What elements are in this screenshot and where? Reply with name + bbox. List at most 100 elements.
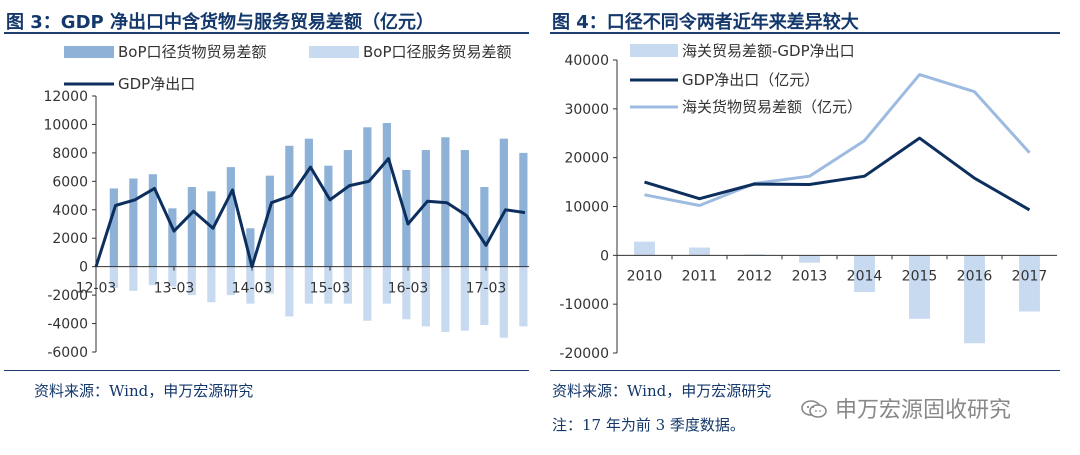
left-goods-bar — [460, 150, 469, 267]
left-legend-service-swatch — [309, 46, 359, 58]
left-legend-goods-swatch — [64, 46, 114, 58]
left-legend-gdp-label: GDP净出口 — [118, 75, 195, 93]
right-y-tick-label: 30000 — [564, 102, 609, 118]
left-goods-bar — [421, 150, 430, 267]
right-legend-diff-swatch — [630, 44, 678, 57]
right-chart-title: 图 4：口径不同令两者近年来差异较大 — [552, 12, 859, 33]
left-goods-bar — [304, 138, 313, 267]
left-service-bar — [324, 266, 333, 304]
left-chart: 12000 10000 8000 6000 4000 2000 0 -2000 -4000 -60… — [43, 43, 529, 361]
right-x-tick-label: 2010 — [627, 268, 663, 284]
right-diff-bar — [634, 241, 655, 256]
left-y-tick-label: -2000 — [47, 288, 88, 304]
right-legend-diff-label: 海关贸易差额-GDP净出口 — [682, 42, 855, 60]
right-y-tick-label: 0 — [600, 248, 609, 264]
right-x-tick-label: 2014 — [847, 268, 883, 284]
right-x-tick-label: 2013 — [792, 268, 828, 284]
left-goods-bar — [187, 187, 196, 267]
left-goods-bar — [343, 150, 352, 267]
right-source-text: 资料来源：Wind，申万宏源研究 — [552, 382, 772, 400]
left-service-bar — [168, 266, 177, 287]
left-goods-bar — [519, 152, 528, 267]
right-y-tick-label: 40000 — [564, 53, 609, 69]
left-goods-bar — [324, 165, 333, 267]
left-goods-bar — [168, 208, 177, 267]
right-y-tick-label: 20000 — [564, 151, 609, 167]
right-gdp-net-export-line — [644, 136, 1031, 212]
left-service-bar — [343, 266, 352, 304]
left-service-bar — [499, 266, 508, 338]
left-service-bar — [304, 266, 313, 304]
left-service-bar — [402, 266, 411, 320]
left-service-bar — [207, 266, 216, 303]
left-service-bar — [148, 266, 157, 286]
left-goods-bar — [480, 187, 489, 267]
right-diff-bar — [854, 255, 875, 292]
left-goods-bar — [246, 228, 255, 267]
left-service-bar — [129, 266, 138, 291]
left-service-bar — [226, 266, 235, 296]
right-diff-bar — [1019, 255, 1040, 312]
left-x-tick-label: 14-03 — [232, 281, 273, 297]
left-service-bar — [519, 266, 528, 327]
left-y-tick-label: 2000 — [52, 231, 88, 247]
right-x-tick-label: 2012 — [737, 268, 773, 284]
left-y-tick-label: -6000 — [47, 345, 88, 361]
left-service-bar — [187, 266, 196, 296]
left-goods-bar — [265, 175, 274, 267]
left-x-tick-label: 16-03 — [388, 281, 429, 297]
left-service-bar — [109, 266, 118, 288]
right-x-tick-label: 2015 — [902, 268, 938, 284]
right-x-tick-label: 2011 — [682, 268, 718, 284]
left-bottom-rule — [4, 370, 529, 371]
right-diff-bar — [689, 247, 710, 256]
left-service-bar — [441, 266, 450, 333]
left-y-tick-label: 6000 — [52, 174, 88, 190]
left-service-bar — [382, 266, 391, 304]
left-goods-bar — [148, 174, 157, 267]
left-title-rule — [4, 32, 529, 34]
left-source-text: 资料来源：Wind，申万宏源研究 — [34, 382, 254, 400]
left-service-bar — [460, 266, 469, 331]
right-x-tick-label: 2017 — [1012, 268, 1048, 284]
wechat-icon — [801, 400, 827, 418]
left-goods-bar — [129, 178, 138, 267]
left-y-tick-label: -4000 — [47, 317, 88, 333]
left-chart-title: 图 3：GDP 净出口中含货物与服务贸易差额（亿元） — [6, 12, 434, 33]
right-legend-customs-label: 海关货物贸易差额（亿元） — [682, 98, 862, 116]
watermark: 申万宏源固收研究 — [800, 392, 1011, 424]
right-diff-bar — [964, 255, 985, 344]
left-y-tick-label: 10000 — [43, 117, 88, 133]
left-y-tick-label: 0 — [79, 260, 88, 276]
right-chart: 40000 30000 20000 10000 0 -10000 -20000 2010 201… — [559, 42, 1057, 362]
left-goods-bar — [109, 188, 118, 267]
left-goods-bar — [285, 145, 294, 267]
right-title-rule — [550, 32, 1060, 34]
right-y-tick-label: -10000 — [559, 297, 609, 313]
left-service-bar — [285, 266, 294, 317]
right-diff-bar — [909, 255, 930, 319]
right-customs-goods-line — [644, 73, 1031, 207]
left-goods-bar — [226, 167, 235, 267]
right-note-text: 注：17 年为前 3 季度数据。 — [552, 416, 745, 434]
left-goods-bar — [499, 138, 508, 267]
left-service-bar — [480, 266, 489, 325]
left-x-tick-label: 15-03 — [310, 281, 351, 297]
left-goods-bar — [382, 123, 391, 267]
left-y-tick-label: 12000 — [43, 89, 88, 105]
left-goods-bar — [207, 191, 216, 267]
left-service-bar — [363, 266, 372, 321]
right-y-tick-label: -20000 — [559, 346, 609, 362]
left-gdp-net-export-line — [94, 157, 526, 269]
left-legend-service-label: BoP口径服务贸易差额 — [363, 43, 512, 61]
left-x-tick-label: 13-03 — [154, 281, 195, 297]
left-legend-goods-label: BoP口径货物贸易差额 — [118, 43, 267, 61]
right-x-tick-label: 2016 — [957, 268, 993, 284]
left-x-tick-label: 17-03 — [466, 281, 507, 297]
left-goods-bar — [363, 127, 372, 267]
right-y-tick-label: 10000 — [564, 200, 609, 216]
left-y-tick-label: 4000 — [52, 203, 88, 219]
left-service-bar — [246, 266, 255, 304]
left-service-bar — [421, 266, 430, 327]
watermark-text: 申万宏源固收研究 — [835, 398, 1012, 423]
